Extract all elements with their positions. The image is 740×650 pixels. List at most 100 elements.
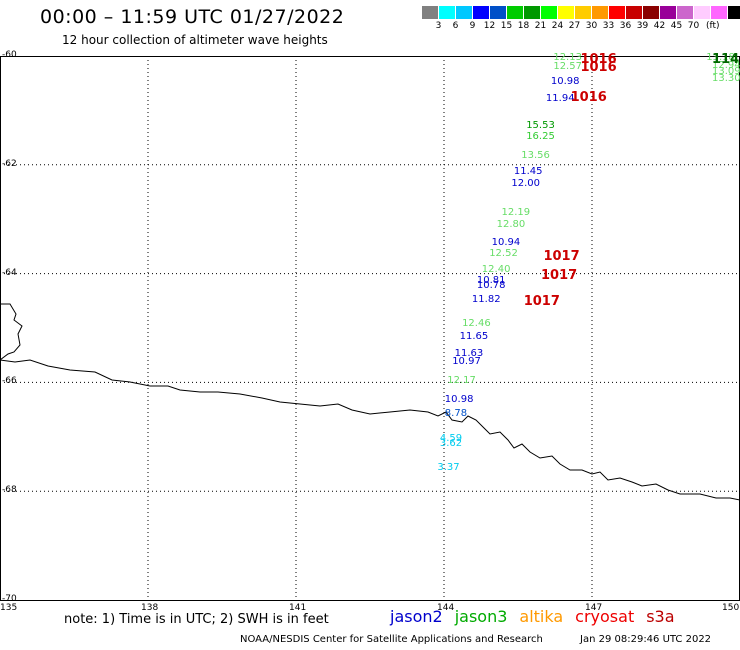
legend-label-9: 30	[585, 21, 598, 31]
observation-26: 3.37	[437, 462, 460, 474]
legend-label-15: 70	[687, 21, 700, 31]
observation-8: 12.00	[511, 178, 541, 190]
lon-label-5: 150	[722, 603, 740, 613]
observation-7: 11.45	[513, 165, 543, 177]
observation-17: 12.46	[462, 318, 491, 330]
graticule	[0, 56, 740, 600]
legend-label-13: 42	[653, 21, 666, 31]
legend-label-6: 21	[534, 21, 547, 31]
observation-29: 13.09	[712, 66, 740, 78]
lon-label-4: 147	[585, 603, 603, 613]
legend-label-1: 6	[452, 21, 459, 31]
legend-swatch-7	[541, 6, 558, 19]
color-legend-labels: 3 6 9 12 15 18 21 24 27 30 33 36 39 42 45 70	[422, 21, 702, 31]
observation-16: 11.82	[471, 293, 501, 305]
lat-label-3: -66	[2, 376, 17, 387]
legend-label-3: 12	[483, 21, 496, 31]
legend-label-7: 24	[551, 21, 564, 31]
legend-swatch-18	[728, 6, 740, 19]
legend-swatch-1	[439, 6, 456, 19]
legend-swatch-2	[456, 6, 473, 19]
satellite-cryosat: cryosat	[575, 607, 635, 626]
observation-6: 13.56	[521, 149, 550, 161]
legend-swatch-9	[575, 6, 592, 19]
lon-label-2: 141	[289, 603, 307, 613]
observation-12: 12.52	[489, 247, 518, 259]
legend-swatch-17	[711, 6, 728, 19]
observation-21: 12.17	[447, 375, 476, 387]
legend-label-5: 18	[517, 21, 530, 31]
map-frame	[0, 56, 740, 601]
observation-28: 12.94	[712, 59, 740, 71]
observation-34: 1017	[543, 249, 580, 265]
legend-label-4: 15	[500, 21, 513, 31]
satellite-s3a: s3a	[646, 607, 675, 626]
observation-36: 1017	[523, 293, 560, 309]
color-legend	[422, 6, 740, 19]
legend-swatch-4	[490, 6, 507, 19]
observation-30: 13.30	[712, 73, 740, 85]
observation-11: 10.94	[491, 236, 521, 248]
legend-swatch-11	[609, 6, 626, 19]
legend-swatch-16	[694, 6, 711, 19]
lat-label-4: -68	[2, 485, 17, 496]
observation-35: 1017	[541, 267, 578, 283]
lat-label-5: -70	[2, 594, 17, 604]
legend-swatch-10	[592, 6, 609, 19]
observation-9: 12.19	[501, 206, 531, 218]
legend-label-8: 27	[568, 21, 581, 31]
observation-13: 12.40	[481, 263, 511, 275]
lat-label-2: -64	[2, 267, 17, 278]
observation-15: 10.78	[476, 280, 506, 292]
coastline	[0, 303, 740, 501]
lon-label-1: 138	[141, 603, 159, 613]
legend-label-0: 3	[435, 21, 442, 31]
legend-swatch-0	[422, 6, 439, 19]
lat-label-1: -62	[2, 158, 17, 169]
satellite-altika: altika	[519, 607, 564, 626]
footer-note: note: 1) Time is in UTC; 2) SWH is in fe…	[64, 612, 329, 627]
legend-swatch-13	[643, 6, 660, 19]
observation-1: 12.57	[553, 60, 582, 72]
legend-swatch-8	[558, 6, 575, 19]
observation-23: 8.78	[444, 408, 468, 420]
observation-3: 11.94	[545, 92, 575, 104]
observation-2: 10.98	[550, 76, 580, 88]
map-subtitle: 12 hour collection of altimeter wave hei…	[62, 33, 328, 47]
satellite-legend: jason2 jason3 altika cryosat s3a	[390, 607, 675, 626]
observation-4: 15.53	[526, 119, 555, 131]
legend-swatch-6	[524, 6, 541, 19]
satellite-jason2: jason2	[390, 607, 443, 626]
observation-25: 3.62	[439, 437, 463, 449]
observation-24: 4.59	[439, 432, 463, 444]
observation-31: 1016	[580, 51, 617, 67]
legend-swatch-14	[660, 6, 677, 19]
observation-18: 11.65	[459, 330, 489, 342]
observation-33: 1016	[570, 89, 607, 105]
lat-label-0: -60	[2, 50, 17, 60]
observation-20: 10.97	[452, 356, 481, 368]
legend-swatch-12	[626, 6, 643, 19]
legend-label-10: 33	[602, 21, 615, 31]
observation-22: 10.98	[444, 394, 474, 406]
lon-label-0: 135	[0, 603, 18, 613]
observation-14: 10.81	[476, 274, 506, 286]
credit-line: NOAA/NESDIS Center for Satellite Applica…	[240, 634, 543, 645]
observation-5: 16.25	[526, 130, 555, 142]
observation-32: 1016	[580, 59, 617, 75]
observation-10: 12.80	[496, 218, 526, 230]
generated-timestamp: Jan 29 08:29:46 UTC 2022	[580, 634, 712, 645]
legend-label-14: 45	[670, 21, 683, 31]
legend-label-2: 9	[469, 21, 476, 31]
legend-swatch-3	[473, 6, 490, 19]
legend-swatch-15	[677, 6, 694, 19]
legend-label-12: 39	[636, 21, 649, 31]
observation-19: 11.63	[454, 348, 484, 360]
map-title: 00:00 – 11:59 UTC 01/27/2022	[40, 6, 345, 28]
legend-swatch-5	[507, 6, 524, 19]
observation-0: 12.13	[553, 51, 582, 63]
legend-unit: (ft)	[706, 21, 720, 31]
observation-27: 13.18	[706, 51, 735, 63]
legend-label-11: 36	[619, 21, 632, 31]
